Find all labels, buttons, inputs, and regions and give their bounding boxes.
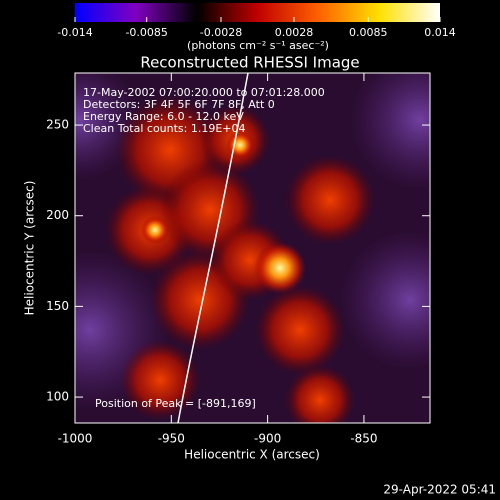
- annotation: 17-May-2002 07:00:20.000 to 07:01:28.000: [83, 86, 325, 99]
- annotation: Detectors: 3F 4F 5F 6F 7F 8F, Att 0: [83, 98, 275, 111]
- colorbar-tick-label: -0.0028: [200, 26, 242, 39]
- colorbar-tick-label: 0.0028: [275, 26, 314, 39]
- footer: 29-Apr-2022 05:41: [383, 483, 496, 497]
- colorbar-tick-label: 0.014: [424, 26, 456, 39]
- annotations: 17-May-2002 07:00:20.000 to 07:01:28.000…: [83, 86, 325, 135]
- y-axis-label: Heliocentric Y (arcsec): [23, 181, 37, 316]
- colorbar-tick-label: 0.0085: [349, 26, 388, 39]
- colorbar: [75, 3, 440, 22]
- colorbar-tick-label: -0.0085: [125, 26, 167, 39]
- y-tick-label: 200: [46, 208, 69, 222]
- heatmap-image: [75, 73, 430, 423]
- y-tick-label: 150: [46, 299, 69, 313]
- colorbar-label: (photons cm⁻² s⁻¹ asec⁻²): [187, 39, 329, 52]
- y-tick-label: 100: [46, 390, 69, 404]
- x-tick-label: -850: [350, 432, 377, 446]
- chart-title: Reconstructed RHESSI Image: [140, 54, 359, 72]
- annotation: Energy Range: 6.0 - 12.0 keV: [83, 110, 244, 123]
- x-tick-label: -950: [158, 432, 185, 446]
- x-tick-label: -900: [254, 432, 281, 446]
- plot-frame: [74, 72, 431, 424]
- colorbar-tick-label: -0.014: [57, 26, 92, 39]
- peak-label: Position of Peak = [-891,169]: [95, 397, 256, 410]
- x-tick-label: -1000: [58, 432, 93, 446]
- y-tick-label: 250: [46, 118, 69, 132]
- x-axis-label: Heliocentric X (arcsec): [184, 448, 320, 462]
- annotation: Clean Total counts: 1.19E+04: [83, 122, 246, 135]
